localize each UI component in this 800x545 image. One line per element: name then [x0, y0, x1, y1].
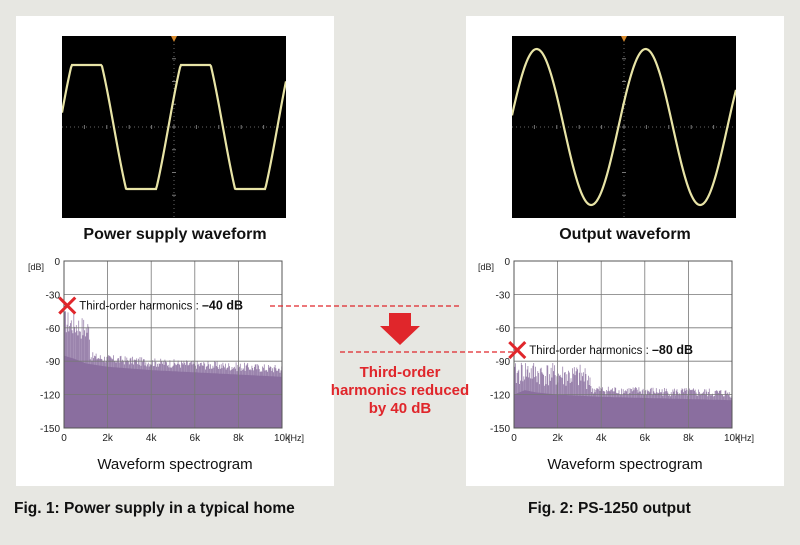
y-tick-label: -30	[46, 290, 61, 301]
x-tick-label: 4k	[596, 433, 608, 444]
reduction-note: Third-order harmonics reduced by 40 dB	[330, 364, 470, 418]
x-tick-label: 10k	[724, 433, 741, 444]
x-tick-label: 2k	[552, 433, 564, 444]
harmonic-marker-icon	[508, 341, 527, 360]
y-tick-label: -150	[40, 424, 60, 435]
x-axis-unit-label: [Hz]	[288, 433, 304, 443]
down-arrow-icon	[380, 313, 420, 345]
trigger-marker-icon	[621, 36, 627, 42]
output-oscilloscope	[510, 36, 738, 218]
y-tick-label: -150	[490, 424, 510, 435]
harmonic-annotation: Third-order harmonics : –80 dB	[529, 343, 693, 357]
harmonic-annotation-label: Third-order harmonics :	[79, 301, 202, 313]
power-supply-scope-svg	[60, 36, 288, 218]
y-tick-label: -120	[490, 391, 510, 402]
harmonic-marker-icon	[58, 296, 77, 315]
fig2-caption: Fig. 2: PS-1250 output	[528, 500, 691, 517]
x-tick-label: 4k	[146, 433, 158, 444]
fig1-caption: Fig. 1: Power supply in a typical home	[14, 500, 295, 517]
waveform-trace	[60, 63, 288, 191]
trigger-marker-icon	[171, 36, 177, 42]
y-axis-unit-label: [dB]	[28, 262, 44, 272]
output-scope-svg	[510, 36, 738, 218]
harmonic-annotation-value: –80 dB	[652, 343, 693, 357]
power-supply-waveform-title: Power supply waveform	[83, 226, 267, 243]
y-tick-label: -60	[46, 324, 61, 335]
harmonic-annotation: Third-order harmonics : –40 dB	[79, 299, 243, 313]
reduction-note-line1: Third-order	[359, 364, 441, 381]
y-tick-label: -60	[496, 324, 511, 335]
y-tick-label: -120	[40, 391, 60, 402]
harmonic-annotation-label: Third-order harmonics :	[529, 345, 652, 357]
y-tick-label: -90	[496, 357, 511, 368]
x-tick-label: 10k	[274, 433, 291, 444]
x-tick-label: 8k	[683, 433, 695, 444]
output-waveform-title: Output waveform	[559, 226, 691, 243]
waveform-trace	[510, 47, 738, 207]
x-tick-label: 0	[61, 433, 67, 444]
x-tick-label: 6k	[190, 433, 202, 444]
y-tick-label: 0	[504, 257, 510, 268]
power-supply-oscilloscope	[60, 36, 288, 218]
output-spectrogram-label: Waveform spectrogram	[547, 456, 703, 473]
y-axis-unit-label: [dB]	[478, 262, 494, 272]
plot-frame	[63, 260, 283, 429]
y-tick-label: -30	[496, 290, 511, 301]
spectrum-spikes	[514, 362, 733, 428]
reduction-note-line2: harmonics reduced	[330, 382, 470, 399]
reduction-note-line3: by 40 dB	[368, 400, 432, 417]
plot-frame	[513, 260, 733, 429]
y-tick-label: 0	[54, 257, 60, 268]
x-tick-label: 8k	[233, 433, 245, 444]
y-tick-label: -90	[46, 357, 61, 368]
x-axis-unit-label: [Hz]	[738, 433, 754, 443]
harmonic-annotation-value: –40 dB	[202, 299, 243, 313]
x-tick-label: 2k	[102, 433, 114, 444]
power-supply-spectrogram-label: Waveform spectrogram	[97, 456, 253, 473]
x-tick-label: 0	[511, 433, 517, 444]
spectrum-spikes	[64, 311, 283, 428]
x-tick-label: 6k	[640, 433, 652, 444]
